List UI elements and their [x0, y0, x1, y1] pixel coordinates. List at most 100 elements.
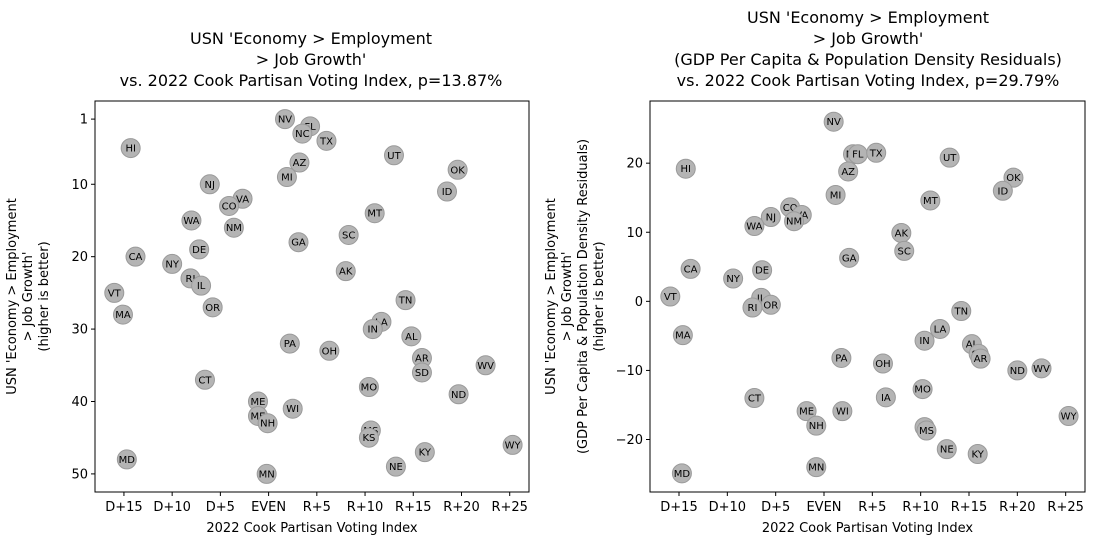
- data-point-label: TX: [319, 136, 333, 147]
- data-point-label: AL: [405, 332, 418, 343]
- chart-panel-1: USN 'Economy > Employment> Job Growth'vs…: [5, 29, 530, 536]
- data-point-ct: [744, 388, 765, 409]
- data-point-label: ME: [799, 407, 814, 418]
- x-tick-label: R+20: [443, 500, 479, 515]
- data-point-label: NY: [726, 274, 740, 285]
- data-point-al: [401, 326, 422, 347]
- chart-title-line: USN 'Economy > Employment: [747, 8, 989, 27]
- data-point-label: NH: [809, 421, 824, 432]
- data-point-label: IL: [197, 281, 206, 292]
- data-point-ny: [723, 268, 744, 289]
- data-point-az: [838, 161, 859, 182]
- plot-frame: [94, 100, 530, 493]
- data-point-nh: [257, 413, 278, 434]
- x-tick-label: D+10: [153, 500, 190, 515]
- x-axis-label: 2022 Cook Partisan Voting Index: [206, 521, 418, 536]
- x-tick-label: R+15: [951, 500, 987, 515]
- data-point-label: TX: [869, 148, 883, 159]
- y-tick-label: 10: [626, 226, 643, 241]
- data-point-label: MT: [923, 196, 939, 207]
- data-point-label: OR: [763, 300, 778, 311]
- y-tick-label: −10: [616, 364, 643, 379]
- data-point-label: MA: [675, 331, 691, 342]
- data-point-tn: [951, 301, 972, 322]
- data-point-label: NE: [940, 445, 954, 456]
- data-point-wi: [832, 401, 853, 422]
- data-point-pa: [279, 333, 300, 354]
- data-point-label: PA: [835, 353, 847, 364]
- y-axis-label-line: USN 'Economy > Employment: [5, 198, 20, 395]
- x-tick-label: R+20: [999, 500, 1035, 515]
- data-point-label: WI: [836, 407, 849, 418]
- data-point-nd: [1007, 360, 1028, 381]
- data-point-label: UT: [943, 153, 957, 164]
- x-tick-label: R+10: [902, 500, 938, 515]
- x-tick-label: EVEN: [251, 500, 286, 515]
- data-point-ut: [383, 145, 404, 166]
- data-point-nv: [823, 111, 844, 132]
- data-point-label: HI: [681, 164, 691, 175]
- y-tick-label: 30: [71, 323, 88, 338]
- data-point-label: VT: [664, 292, 678, 303]
- data-point-tx: [316, 130, 337, 151]
- data-point-label: ID: [998, 186, 1009, 197]
- data-point-label: TN: [398, 296, 413, 307]
- data-point-ca: [680, 258, 701, 279]
- y-tick-label: 50: [71, 467, 88, 482]
- data-point-vt: [104, 282, 125, 303]
- data-point-label: WV: [1033, 364, 1050, 375]
- data-point-label: CO: [783, 203, 798, 214]
- data-point-label: NJ: [766, 213, 776, 224]
- x-tick-label: D+15: [105, 500, 142, 515]
- chart-title-line: (GDP Per Capita & Population Density Res…: [674, 50, 1062, 69]
- y-axis-label-line: USN 'Economy > Employment: [544, 198, 559, 395]
- data-point-label: MD: [674, 469, 691, 480]
- data-point-ok: [447, 159, 468, 180]
- x-tick-label: R+10: [347, 500, 383, 515]
- data-point-ok: [1003, 167, 1024, 188]
- data-point-in: [914, 330, 935, 351]
- data-point-label: AZ: [293, 158, 307, 169]
- x-tick-label: EVEN: [806, 500, 841, 515]
- data-point-label: ND: [1010, 366, 1025, 377]
- chart-panel-2: USN 'Economy > Employment> Job Growth'(G…: [544, 8, 1086, 536]
- data-point-label: KY: [419, 448, 432, 459]
- data-point-nm: [784, 211, 805, 232]
- data-point-label: NM: [226, 223, 242, 234]
- data-point-wy: [502, 434, 523, 455]
- data-point-label: SC: [898, 246, 911, 257]
- y-axis-label-line: (higher is better): [592, 241, 607, 351]
- data-point-wv: [1031, 358, 1052, 379]
- data-point-label: OR: [205, 303, 220, 314]
- y-axis-label-line: > Job Growth': [560, 252, 575, 342]
- data-point-label: SD: [415, 368, 429, 379]
- data-point-sc: [894, 240, 915, 261]
- data-point-label: AL: [966, 340, 979, 351]
- data-point-or: [202, 297, 223, 318]
- data-point-ny: [162, 253, 183, 274]
- data-point-nd: [448, 384, 469, 405]
- data-point-il: [191, 275, 212, 296]
- data-point-label: DE: [755, 266, 769, 277]
- data-point-label: MI: [830, 190, 842, 201]
- data-point-label: DE: [192, 245, 206, 256]
- y-tick-label: 20: [626, 157, 643, 172]
- data-point-label: ND: [451, 390, 466, 401]
- data-point-label: NM: [786, 217, 802, 228]
- data-point-label: WY: [1061, 412, 1078, 423]
- x-tick-label: D+5: [206, 500, 235, 515]
- data-point-label: VT: [108, 288, 122, 299]
- data-point-nv: [274, 109, 295, 130]
- data-point-ks: [358, 427, 379, 448]
- data-point-label: NY: [165, 259, 179, 270]
- data-point-mn: [806, 457, 827, 478]
- data-point-ky: [414, 442, 435, 463]
- data-point-ri: [742, 297, 763, 318]
- y-tick-label: 40: [71, 395, 88, 410]
- data-point-wa: [181, 210, 202, 231]
- x-tick-label: D+10: [709, 500, 746, 515]
- chart-title-line: > Job Growth': [256, 50, 367, 69]
- data-point-label: KY: [972, 450, 985, 461]
- data-point-label: CT: [748, 394, 762, 405]
